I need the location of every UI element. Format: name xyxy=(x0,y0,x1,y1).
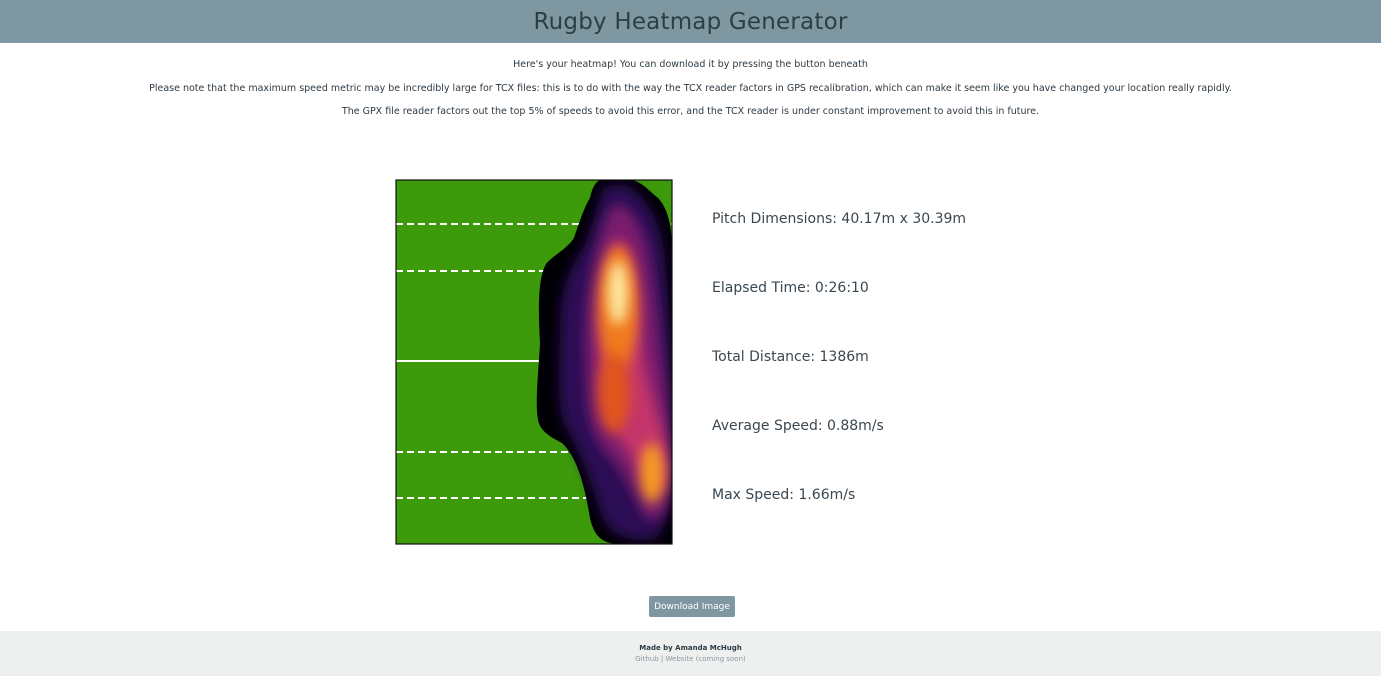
heatmap-svg: Pitch Dimensions: 40.17m x 30.39m Elapse… xyxy=(395,179,966,545)
note-gpx-info: The GPX file reader factors out the top … xyxy=(341,106,1040,117)
heat-hotspot-orange-mid xyxy=(598,353,630,433)
stats-panel: Pitch Dimensions: 40.17m x 30.39m Elapse… xyxy=(711,211,966,503)
github-link[interactable]: Github xyxy=(635,655,659,663)
app-header: Rugby Heatmap Generator xyxy=(0,0,1381,43)
pitch xyxy=(395,179,673,545)
note-intro: Here's your heatmap! You can download it… xyxy=(513,59,868,70)
footer-separator: | xyxy=(660,655,664,663)
download-image-button[interactable]: Download Image xyxy=(649,596,735,617)
info-notes: Here's your heatmap! You can download it… xyxy=(0,57,1381,128)
stat-total-distance: Total Distance: 1386m xyxy=(711,349,869,365)
page-title: Rugby Heatmap Generator xyxy=(533,8,848,35)
note-tcx-warning: Please note that the maximum speed metri… xyxy=(149,82,1232,94)
stat-pitch-dimensions: Pitch Dimensions: 40.17m x 30.39m xyxy=(712,211,966,227)
footer-links: Github | Website (coming soon) xyxy=(0,655,1381,663)
stat-elapsed-time: Elapsed Time: 0:26:10 xyxy=(712,280,869,296)
heatmap-figure: Pitch Dimensions: 40.17m x 30.39m Elapse… xyxy=(380,168,980,560)
heat-hotspot-orange-bottom xyxy=(640,443,664,503)
stat-max-speed: Max Speed: 1.66m/s xyxy=(712,487,855,503)
heat-overlay xyxy=(536,180,672,544)
pitch-border xyxy=(395,179,673,545)
website-link[interactable]: Website (coming soon) xyxy=(665,655,746,663)
stat-average-speed: Average Speed: 0.88m/s xyxy=(712,418,884,434)
heat-hotspot-peak xyxy=(608,261,628,325)
footer: Made by Amanda McHugh Github | Website (… xyxy=(0,631,1381,676)
footer-credit: Made by Amanda McHugh xyxy=(639,644,742,652)
